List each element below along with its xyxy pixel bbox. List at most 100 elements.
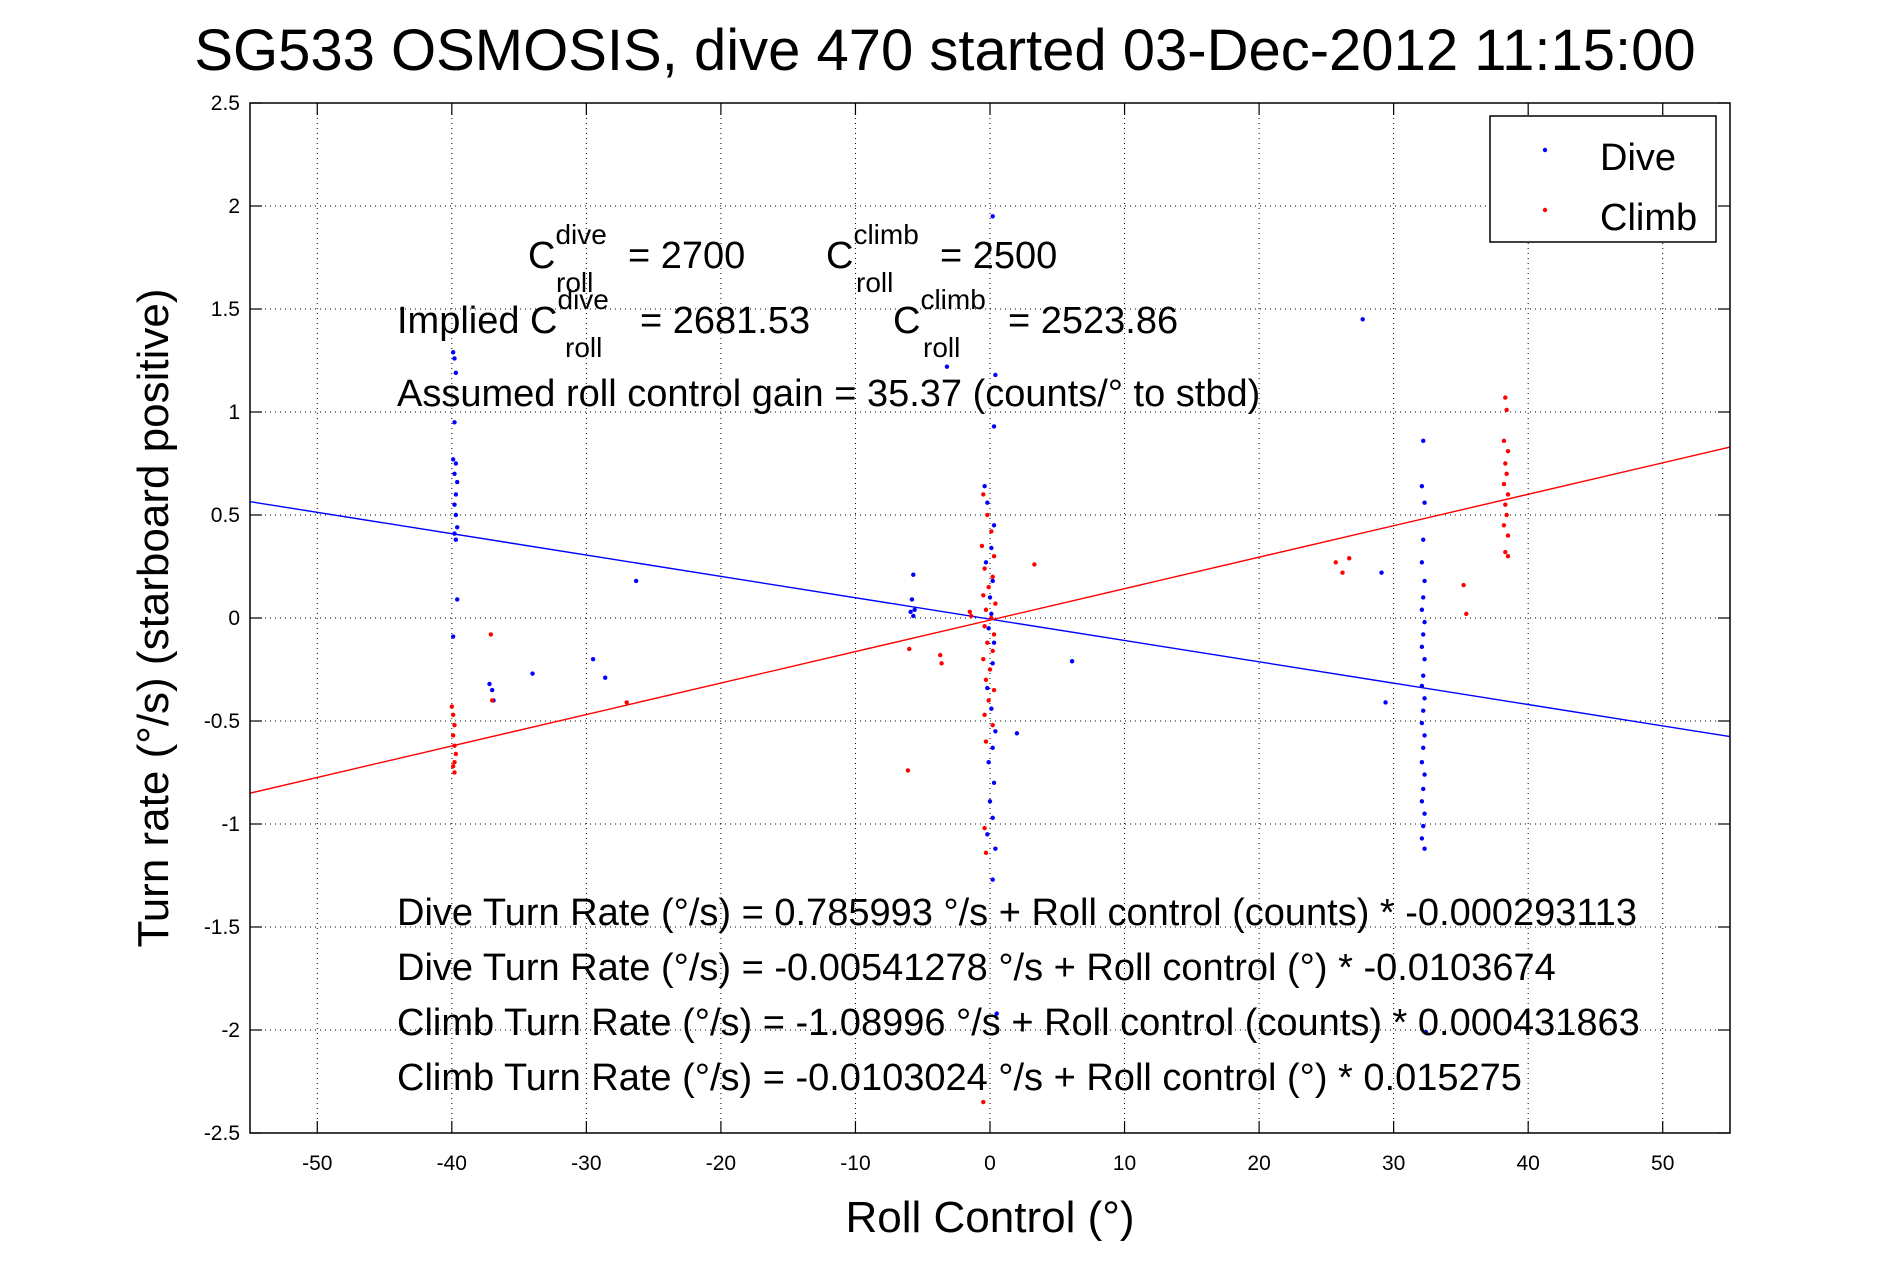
y-tick-label: -0.5 bbox=[204, 710, 240, 733]
dive-point bbox=[991, 424, 997, 429]
dive-point bbox=[1422, 657, 1427, 662]
climb-point bbox=[1503, 461, 1508, 466]
dive-point bbox=[453, 461, 459, 466]
dive-point bbox=[1422, 772, 1427, 777]
climb-point bbox=[938, 652, 943, 658]
dive-point bbox=[455, 479, 460, 485]
implied-dive-sub: roll bbox=[565, 332, 602, 363]
dive-point bbox=[983, 560, 989, 565]
climb-point bbox=[453, 751, 459, 757]
dive-point bbox=[1421, 823, 1426, 829]
y-axis-ticks: -2.5 -2 -1.5 -1 -0.5 0 0.5 1 1.5 2 2.5 bbox=[204, 92, 1730, 1145]
dive-point bbox=[453, 512, 459, 518]
implied-dive-value: = 2681.53 bbox=[640, 300, 810, 342]
climb-point bbox=[989, 529, 994, 534]
c-roll-dive-base: C bbox=[528, 235, 555, 277]
dive-point bbox=[909, 597, 915, 602]
climb-point bbox=[1503, 395, 1508, 400]
dive-point bbox=[1422, 733, 1427, 738]
implied-climb-base: C bbox=[893, 300, 920, 342]
x-tick-label: 20 bbox=[1247, 1152, 1270, 1175]
x-tick-label: -10 bbox=[840, 1152, 870, 1175]
climb-point bbox=[1501, 438, 1507, 444]
climb-point bbox=[1504, 512, 1509, 518]
climb-point bbox=[1505, 554, 1511, 559]
climb-point bbox=[1501, 523, 1507, 528]
climb-point bbox=[1503, 502, 1508, 507]
climb-point bbox=[1464, 611, 1469, 617]
climb-point bbox=[968, 613, 974, 619]
climb-point bbox=[979, 543, 985, 549]
y-tick-label: -2.5 bbox=[204, 1122, 240, 1145]
climb-point bbox=[905, 768, 911, 773]
dive-point bbox=[1419, 836, 1425, 841]
x-tick-label: 50 bbox=[1651, 1152, 1674, 1175]
dive-point bbox=[986, 760, 991, 765]
dive-point bbox=[1421, 438, 1426, 444]
dive-point bbox=[1422, 846, 1427, 851]
dive-point bbox=[1419, 483, 1425, 489]
dive-point bbox=[1421, 708, 1426, 713]
y-tick-label: 2.5 bbox=[211, 92, 240, 115]
y-axis-label: Turn rate (°/s) (starboard positive) bbox=[129, 288, 178, 947]
c-roll-dive-sup: dive bbox=[555, 219, 606, 250]
climb-point bbox=[452, 760, 457, 765]
climb-point bbox=[991, 632, 997, 637]
dive-point bbox=[991, 780, 997, 785]
dive-point bbox=[1419, 560, 1425, 565]
dive-point bbox=[1421, 786, 1426, 792]
x-tick-label: -40 bbox=[437, 1152, 467, 1175]
dive-point bbox=[986, 626, 991, 631]
climb-point bbox=[452, 722, 457, 728]
climb-point bbox=[1505, 492, 1511, 497]
climb-point bbox=[488, 632, 494, 637]
dive-point bbox=[452, 471, 457, 476]
climb-point bbox=[1333, 560, 1338, 565]
annotation-c-roll-dive: Cdive roll = 2700 bbox=[528, 219, 745, 298]
climb-point bbox=[981, 593, 986, 598]
dive-point bbox=[993, 372, 998, 378]
climb-point bbox=[990, 722, 995, 728]
dive-point bbox=[990, 661, 995, 666]
dive-point bbox=[603, 675, 608, 680]
climb-point bbox=[1503, 549, 1508, 555]
annotation-equation-1: Dive Turn Rate (°/s) = 0.785993 °/s + Ro… bbox=[397, 892, 1637, 934]
dive-point bbox=[1423, 1029, 1429, 1035]
climb-point bbox=[982, 825, 987, 831]
climb-point bbox=[907, 646, 912, 652]
implied-climb-value: = 2523.86 bbox=[1008, 300, 1178, 342]
y-tick-label: -1.5 bbox=[204, 916, 240, 939]
dive-point bbox=[990, 815, 995, 821]
y-tick-label: 1.5 bbox=[211, 298, 240, 321]
dive-point bbox=[990, 745, 995, 750]
legend: Dive Climb bbox=[1489, 115, 1717, 243]
dive-point bbox=[991, 640, 997, 645]
c-roll-climb-sub: roll bbox=[856, 267, 893, 298]
annotations: Cdive roll= 2700 Cclimb roll= 2500 Implied… bbox=[397, 219, 1640, 1099]
dive-point bbox=[1419, 644, 1425, 650]
y-tick-label: -1 bbox=[221, 813, 240, 836]
dive-point bbox=[452, 420, 457, 425]
climb-point bbox=[990, 648, 995, 654]
implied-climb-sup: climb bbox=[920, 284, 985, 315]
x-axis-ticks: -50 -40 -30 -20 -10 0 10 20 30 40 50 bbox=[302, 103, 1674, 1175]
x-tick-label: 30 bbox=[1382, 1152, 1405, 1175]
x-tick-label: -30 bbox=[571, 1152, 601, 1175]
dive-point bbox=[452, 356, 457, 361]
climb-point bbox=[983, 739, 989, 744]
dive-point bbox=[908, 609, 913, 615]
dive-point bbox=[991, 523, 997, 528]
dive-point bbox=[1421, 745, 1426, 750]
climb-point bbox=[489, 698, 495, 703]
dive-point bbox=[633, 578, 639, 584]
data-points bbox=[449, 214, 1511, 1105]
climb-point bbox=[1505, 448, 1511, 454]
dive-point bbox=[985, 500, 990, 505]
annotation-implied-dive: Implied Cdive roll = 2681.53 bbox=[397, 284, 810, 363]
dive-point bbox=[944, 364, 950, 369]
implied-dive-sup: dive bbox=[558, 284, 609, 315]
dive-point bbox=[1421, 673, 1426, 678]
dive-point bbox=[985, 685, 990, 691]
dive-point bbox=[452, 502, 457, 507]
